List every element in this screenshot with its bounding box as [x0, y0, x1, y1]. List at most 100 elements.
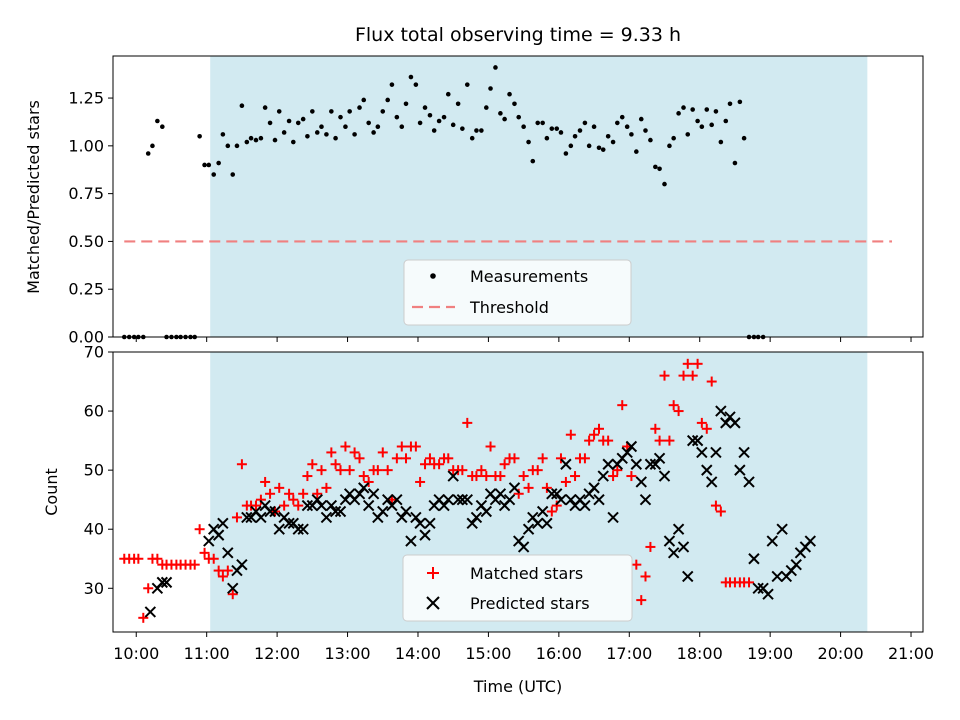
predicted-star-point [734, 464, 746, 476]
matched-star-point [274, 482, 285, 493]
bottom-x-tick-label: 21:00 [888, 644, 934, 663]
measurement-point [502, 116, 507, 122]
measurement-point [427, 112, 433, 118]
measurement-point [258, 135, 264, 141]
matched-star-point [255, 494, 266, 505]
matched-star-point [152, 553, 163, 564]
measurement-point [281, 130, 287, 135]
matched-star-point [518, 471, 529, 482]
measurement-point [709, 122, 714, 128]
matched-star-point [372, 465, 383, 476]
measurement-point [634, 149, 639, 154]
predicted-star-point [776, 523, 788, 535]
matched-star-point [434, 459, 445, 470]
predicted-star-point [292, 523, 304, 535]
measurement-point [615, 120, 620, 126]
predicted-star-point [607, 511, 619, 524]
matched-star-point [631, 559, 642, 570]
predicted-star-point [227, 582, 239, 594]
matched-star-point [696, 417, 707, 428]
measurement-point [619, 114, 625, 120]
predicted-star-point [720, 417, 732, 429]
predicted-star-point [766, 535, 778, 547]
predicted-star-point [410, 511, 422, 524]
measurement-point [512, 101, 517, 107]
measurement-point [554, 126, 560, 131]
measurement-point [667, 143, 672, 149]
predicted-star-point [579, 499, 591, 512]
matched-star-point [668, 400, 679, 411]
matched-star-point [532, 465, 543, 476]
measurement-point [741, 135, 747, 141]
matched-star-point [692, 358, 703, 369]
matched-star-point [330, 459, 341, 470]
predicted-star-point [536, 505, 549, 518]
predicted-star-point [160, 576, 173, 589]
matched-star-point [481, 471, 492, 482]
matched-star-point [485, 441, 496, 452]
matched-star-point [316, 465, 327, 476]
measurement-point [220, 132, 226, 137]
predicted-star-point [710, 446, 722, 459]
predicted-star-point [752, 582, 764, 594]
measurement-point [507, 91, 512, 97]
measurement-point [718, 139, 724, 145]
matched-star-point [138, 612, 149, 623]
matched-star-point [213, 565, 224, 576]
measurement-point [582, 120, 588, 126]
matched-star-point [523, 482, 534, 493]
measurement-point [445, 91, 451, 97]
matched-star-point [227, 589, 238, 600]
bottom-legend: Matched stars Predicted stars [402, 554, 633, 622]
measurement-point [206, 162, 212, 168]
bottom-x-tick-label: 10:00 [113, 644, 159, 663]
x-axis-label: Time (UTC) [473, 677, 562, 696]
matched-star-point [476, 465, 487, 476]
measurement-point [558, 130, 564, 135]
predicted-star-point [565, 493, 577, 506]
predicted-star-point [546, 488, 558, 500]
matched-star-point [363, 476, 374, 487]
measurement-point [394, 114, 400, 120]
measurement-point [577, 128, 583, 133]
measurement-point [436, 118, 442, 124]
predicted-star-point [358, 482, 370, 494]
predicted-star-point [738, 446, 750, 459]
bottom-plot-frame [112, 351, 924, 633]
matched-star-point [293, 500, 304, 511]
predicted-star-point [696, 446, 708, 459]
measurement-point [723, 118, 729, 124]
predicted-star-point [311, 493, 323, 506]
measurement-point [286, 118, 292, 124]
matched-star-point [321, 482, 332, 493]
predicted-star-point [494, 488, 507, 500]
matched-star-point [546, 506, 557, 517]
predicted-star-point [329, 505, 342, 518]
measurement-point [216, 160, 221, 166]
measurement-point [441, 114, 447, 120]
predicted-star-point [691, 434, 704, 447]
predicted-star-point [381, 493, 394, 506]
measurement-point [329, 109, 334, 114]
measurement-point [211, 172, 217, 177]
measurement-point [399, 124, 405, 130]
predicted-star-point [470, 511, 483, 524]
measurement-point [225, 143, 231, 149]
predicted-star-point [522, 523, 535, 535]
predicted-star-point [602, 458, 614, 470]
matched-star-point [565, 429, 576, 440]
matched-star-point [382, 465, 393, 476]
measurement-point [530, 158, 536, 164]
predicted-star-point [541, 517, 553, 530]
matched-star-point [654, 435, 665, 446]
predicted-star-point [456, 493, 469, 506]
matched-star-point [555, 453, 566, 464]
matched-star-point [617, 400, 628, 411]
matched-star-point [744, 577, 755, 588]
legend-marker-predicted [426, 596, 440, 610]
matched-star-point [344, 465, 355, 476]
measurement-point [535, 120, 541, 126]
matched-star-point [687, 370, 698, 381]
measurement-point [310, 109, 315, 114]
